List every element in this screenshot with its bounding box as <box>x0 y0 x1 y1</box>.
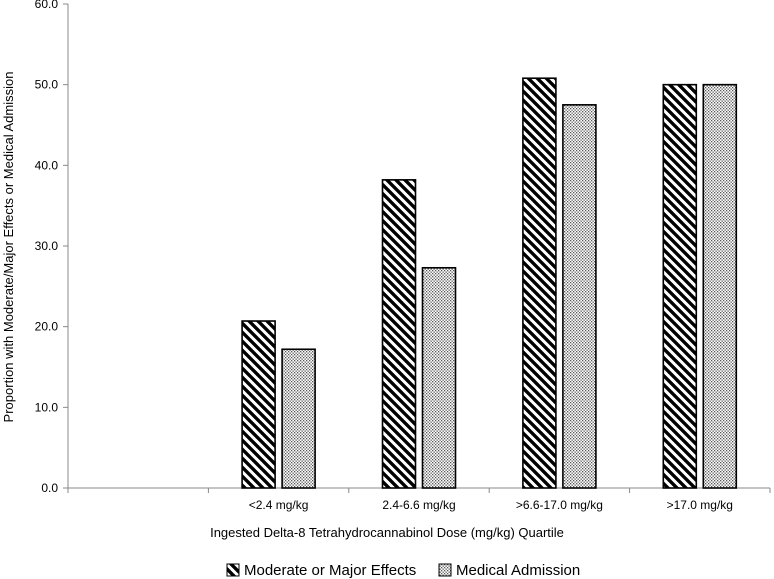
bar-moderate-major <box>381 179 417 489</box>
y-tick-label: 40.0 <box>35 158 59 172</box>
bar-medical-admission <box>281 348 316 489</box>
legend-label-moderate-major: Moderate or Major Effects <box>244 562 416 579</box>
bar-moderate-major <box>522 77 557 489</box>
legend-label-medical-admission: Medical Admission <box>456 562 580 579</box>
bar-moderate-major <box>241 320 276 489</box>
x-tick-label: >17.0 mg/kg <box>667 498 733 512</box>
bar-moderate-major <box>662 83 698 489</box>
y-tick-label: 10.0 <box>35 400 59 414</box>
bar-medical-admission <box>421 266 457 489</box>
y-axis: 0.0 10.0 20.0 30.0 40.0 50.0 60.0 <box>35 0 69 495</box>
legend-swatch-medical-admission <box>438 563 452 577</box>
x-tick-label: 2.4-6.6 mg/kg <box>382 498 455 512</box>
x-axis: <2.4 mg/kg 2.4-6.6 mg/kg >6.6-17.0 mg/kg >1… <box>67 487 771 512</box>
legend: Moderate or Major Effects Medical Admiss… <box>226 562 580 579</box>
bars-group <box>241 77 738 489</box>
bar-medical-admission <box>562 104 597 489</box>
x-tick-label: <2.4 mg/kg <box>249 498 309 512</box>
y-tick-label: 20.0 <box>35 320 59 334</box>
x-axis-title: Ingested Delta-8 Tetrahydrocannabinol Do… <box>210 525 564 540</box>
x-tick-label: >6.6-17.0 mg/kg <box>516 498 603 512</box>
y-tick-label: 0.0 <box>41 481 58 495</box>
y-tick-label: 50.0 <box>35 78 59 92</box>
y-axis-title: Proportion with Moderate/Major Effects o… <box>1 72 16 423</box>
legend-swatch-moderate-major <box>226 563 240 577</box>
bar-medical-admission <box>702 83 738 489</box>
y-tick-label: 60.0 <box>35 0 59 11</box>
y-tick-label: 30.0 <box>35 239 59 253</box>
